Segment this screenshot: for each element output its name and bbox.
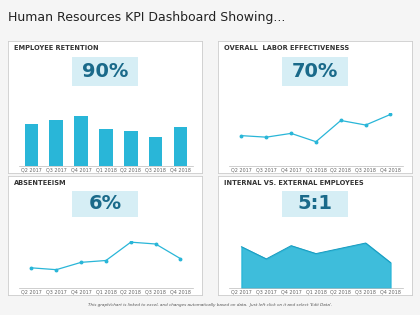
Text: OVERALL  LABOR EFFECTIVENESS: OVERALL LABOR EFFECTIVENESS xyxy=(224,45,349,51)
Text: 5:1: 5:1 xyxy=(297,194,333,213)
Text: 90%: 90% xyxy=(82,62,128,81)
Text: 70%: 70% xyxy=(292,62,338,81)
FancyBboxPatch shape xyxy=(282,57,348,86)
Text: This graph/chart is linked to excel, and changes automatically based on data.  J: This graph/chart is linked to excel, and… xyxy=(88,303,332,307)
Text: INTERNAL VS. EXTERNAL EMPLOYEES: INTERNAL VS. EXTERNAL EMPLOYEES xyxy=(224,180,364,186)
Text: ABSENTEEISM: ABSENTEEISM xyxy=(14,180,67,186)
Text: EMPLOYEE RETENTION: EMPLOYEE RETENTION xyxy=(14,45,99,51)
Bar xyxy=(25,124,38,166)
Text: Human Resources KPI Dashboard Showing...: Human Resources KPI Dashboard Showing... xyxy=(8,10,286,24)
FancyBboxPatch shape xyxy=(72,191,138,217)
Bar xyxy=(149,137,163,166)
Bar xyxy=(124,131,138,166)
FancyBboxPatch shape xyxy=(282,191,348,217)
Bar xyxy=(173,127,187,166)
Text: 6%: 6% xyxy=(89,194,121,213)
FancyBboxPatch shape xyxy=(72,57,138,86)
Bar xyxy=(50,120,63,166)
Bar xyxy=(74,116,88,166)
Bar xyxy=(99,129,113,166)
